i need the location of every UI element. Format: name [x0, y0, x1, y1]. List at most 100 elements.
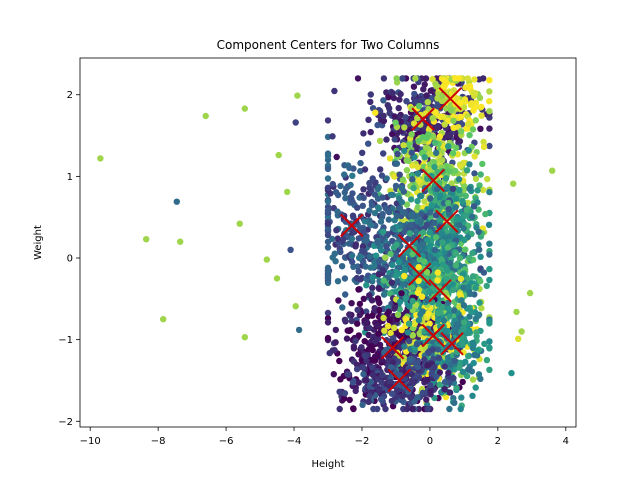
- data-point: [324, 319, 332, 326]
- data-point: [463, 330, 471, 337]
- data-point: [177, 238, 184, 245]
- data-point: [369, 312, 376, 319]
- data-point: [413, 228, 420, 235]
- data-point: [407, 283, 414, 291]
- centers-layer: [340, 87, 464, 393]
- data-point: [339, 304, 346, 311]
- data-point: [415, 137, 422, 144]
- data-point: [366, 253, 373, 260]
- data-point: [411, 320, 418, 327]
- data-point: [441, 83, 448, 90]
- data-point: [426, 166, 434, 174]
- data-point: [358, 344, 365, 351]
- data-point: [336, 388, 343, 395]
- data-point: [424, 99, 431, 106]
- data-point: [385, 94, 392, 101]
- data-point: [486, 318, 493, 325]
- data-point: [436, 369, 443, 376]
- data-point: [405, 141, 412, 149]
- data-point: [414, 358, 421, 366]
- data-point: [386, 378, 394, 386]
- data-point: [389, 261, 396, 269]
- data-point: [444, 267, 451, 274]
- data-point: [372, 109, 379, 116]
- data-point: [377, 247, 385, 254]
- data-point: [466, 131, 473, 139]
- data-point: [383, 89, 390, 96]
- data-point: [421, 198, 428, 205]
- data-point: [367, 98, 374, 106]
- chart-title: Component Centers for Two Columns: [217, 38, 440, 52]
- data-point: [372, 252, 380, 259]
- data-point: [457, 162, 464, 170]
- data-point: [466, 161, 473, 168]
- data-point: [374, 350, 381, 358]
- data-point: [404, 329, 412, 336]
- data-point: [402, 114, 409, 121]
- data-point: [481, 340, 488, 347]
- data-point: [438, 256, 445, 263]
- data-point: [472, 315, 479, 322]
- data-point: [453, 321, 460, 328]
- data-point: [407, 356, 414, 363]
- data-point: [475, 76, 483, 83]
- data-point: [419, 246, 426, 253]
- data-point: [433, 185, 441, 193]
- data-point: [476, 246, 483, 253]
- data-point: [391, 173, 398, 180]
- data-point: [329, 235, 336, 243]
- data-point: [389, 335, 397, 342]
- data-point: [464, 75, 471, 82]
- data-point: [360, 295, 367, 302]
- data-point: [427, 214, 434, 221]
- data-point: [343, 335, 351, 342]
- data-point: [355, 286, 362, 293]
- data-point: [350, 405, 357, 413]
- data-point: [411, 90, 418, 98]
- data-point: [361, 338, 368, 345]
- data-point: [408, 377, 415, 385]
- data-point: [433, 373, 440, 380]
- data-point: [398, 326, 405, 334]
- data-point: [450, 117, 457, 124]
- data-point: [241, 105, 248, 112]
- data-point: [375, 330, 382, 337]
- data-point: [403, 405, 411, 413]
- data-point: [375, 258, 383, 265]
- data-point: [365, 398, 372, 405]
- data-point: [452, 262, 460, 269]
- data-point: [477, 171, 484, 178]
- data-point: [414, 170, 422, 177]
- data-point: [361, 218, 369, 225]
- data-point: [331, 347, 338, 354]
- data-point: [398, 290, 405, 297]
- data-point: [349, 379, 357, 386]
- data-point: [331, 87, 338, 95]
- data-point: [334, 278, 342, 285]
- data-point: [472, 175, 480, 183]
- data-point: [452, 250, 460, 257]
- data-point: [391, 136, 398, 143]
- data-point: [379, 267, 387, 274]
- data-point: [429, 75, 436, 83]
- data-point: [368, 221, 375, 229]
- data-point: [367, 91, 374, 98]
- data-point: [446, 405, 453, 413]
- data-point: [460, 284, 467, 291]
- data-point: [415, 177, 423, 184]
- y-tick-label: 1: [67, 172, 73, 183]
- data-point: [449, 185, 457, 193]
- data-point: [414, 394, 421, 401]
- data-point: [369, 364, 376, 371]
- data-point: [431, 246, 439, 254]
- data-point: [324, 273, 332, 280]
- data-point: [450, 274, 457, 281]
- data-point: [465, 366, 472, 373]
- data-point: [353, 365, 361, 373]
- data-point: [461, 236, 468, 244]
- data-point: [360, 130, 367, 137]
- data-point: [427, 209, 434, 216]
- data-point: [389, 89, 396, 97]
- data-point: [241, 334, 248, 341]
- data-point: [324, 165, 332, 172]
